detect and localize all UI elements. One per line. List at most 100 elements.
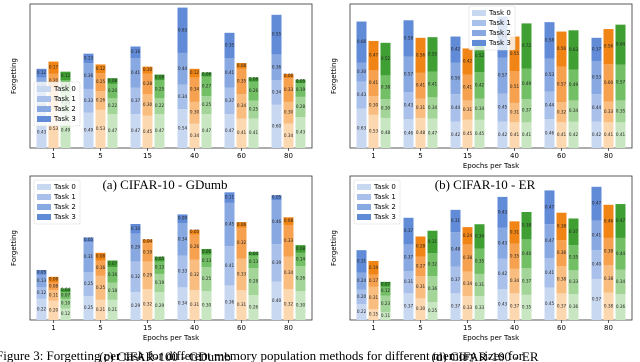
bar-segment [271, 195, 282, 200]
value-label: 0.32 [284, 302, 294, 307]
value-label: 0.07 [61, 293, 71, 298]
bar-segment [497, 196, 508, 228]
value-label: 0.34 [237, 103, 247, 108]
panel-caption: (c) CIFAR-100 - GDumb [99, 349, 231, 362]
value-label: 0.37 [131, 98, 141, 103]
value-label: 0.12 [61, 311, 71, 316]
bar-segment [403, 56, 414, 93]
bar-segment [497, 121, 508, 148]
value-label: 0.33 [569, 279, 579, 284]
bar-segment [544, 258, 555, 288]
legend-label: Task 1 [53, 95, 76, 103]
bar-segment [236, 227, 247, 259]
value-label: 0.33 [475, 305, 485, 310]
bar-segment [177, 214, 188, 224]
x-tick-label: 1 [51, 324, 55, 332]
value-label: 0.25 [428, 308, 438, 313]
bar-segment [154, 256, 165, 262]
value-label: 0.07 [381, 281, 391, 286]
legend-swatch [37, 204, 51, 210]
bar-segment [224, 114, 235, 148]
bar-segment [521, 122, 532, 148]
bar-segment [591, 278, 602, 320]
bar-segment [142, 94, 153, 116]
value-label: 0.26 [190, 244, 200, 249]
value-label: 0.49 [569, 82, 579, 87]
bar-segment [177, 255, 188, 288]
bar-segment [236, 258, 247, 291]
bar-segment [615, 122, 626, 148]
legend-swatch [37, 184, 51, 190]
plot-frame [29, 175, 313, 321]
bar-segment [544, 287, 555, 320]
x-tick-label: 40 [190, 152, 199, 160]
bar-segment [295, 266, 306, 292]
bar-segment [142, 66, 153, 74]
bar-segment [415, 236, 426, 257]
value-label: 0.43 [498, 302, 508, 307]
bar-segment [450, 36, 461, 63]
bar-segment [497, 57, 508, 94]
value-label: 0.08 [296, 246, 306, 251]
x-tick-label: 40 [190, 324, 199, 332]
value-label: 0.31 [84, 254, 94, 259]
value-label: 0.58 [545, 37, 555, 42]
bar-segment [380, 312, 391, 320]
bar-segment [224, 87, 235, 115]
bar-segment [248, 118, 259, 148]
value-label: 0.31 [451, 218, 461, 223]
value-label: 0.46 [404, 131, 414, 136]
bar-segment [295, 79, 306, 84]
bar-segment [95, 299, 106, 320]
bar-segment [130, 87, 141, 115]
value-label: 0.29 [131, 245, 141, 250]
value-label: 0.45 [498, 105, 508, 110]
value-label: 0.05 [272, 195, 282, 200]
bar-segment [462, 74, 473, 101]
value-label: 0.36 [557, 250, 567, 255]
value-label: 0.37 [404, 304, 414, 309]
value-label: 0.47 [225, 128, 235, 133]
bar-segment [271, 281, 282, 320]
value-label: 0.25 [202, 276, 212, 281]
bar-segment [544, 91, 555, 120]
bar-segment [591, 186, 602, 221]
bar-segment [603, 237, 614, 266]
value-label: 0.53 [49, 126, 59, 131]
value-label: 0.33 [237, 271, 247, 276]
bar-segment [403, 217, 414, 245]
value-label: 0.43 [498, 209, 508, 214]
legend-label: Task 1 [488, 19, 511, 27]
value-label: 0.32 [143, 302, 153, 307]
x-tick-label: 1 [371, 152, 375, 160]
value-label: 0.26 [296, 276, 306, 281]
bar-segment [154, 261, 165, 274]
bar-segment [427, 253, 438, 277]
x-tick-label: 1 [371, 324, 375, 332]
bar-segment [107, 78, 118, 84]
legend-label: Task 2 [373, 203, 396, 211]
bar-segment [36, 287, 47, 299]
legend-swatch [357, 204, 371, 210]
plot-frame [349, 3, 633, 149]
value-label: 0.10 [61, 301, 71, 306]
legend-label: Task 3 [373, 213, 396, 221]
value-label: 0.43 [404, 103, 414, 108]
value-label: 0.30 [143, 102, 153, 107]
bar-segment [380, 42, 391, 76]
value-label: 0.12 [61, 73, 71, 78]
value-label: 0.41 [225, 263, 235, 268]
bar-segment [48, 109, 59, 148]
value-label: 0.72 [522, 43, 532, 48]
value-label: 0.37 [522, 278, 532, 283]
value-label: 0.04 [61, 287, 71, 292]
bar-segment [521, 212, 532, 240]
bar-segment [236, 94, 247, 119]
bar-segment [248, 295, 259, 320]
bar-segment [224, 202, 235, 247]
bar-segment [224, 32, 235, 58]
bar-segment [380, 117, 391, 148]
value-label: 0.47 [545, 204, 555, 209]
value-label: 0.12 [381, 288, 391, 293]
value-label: 0.25 [84, 281, 94, 286]
